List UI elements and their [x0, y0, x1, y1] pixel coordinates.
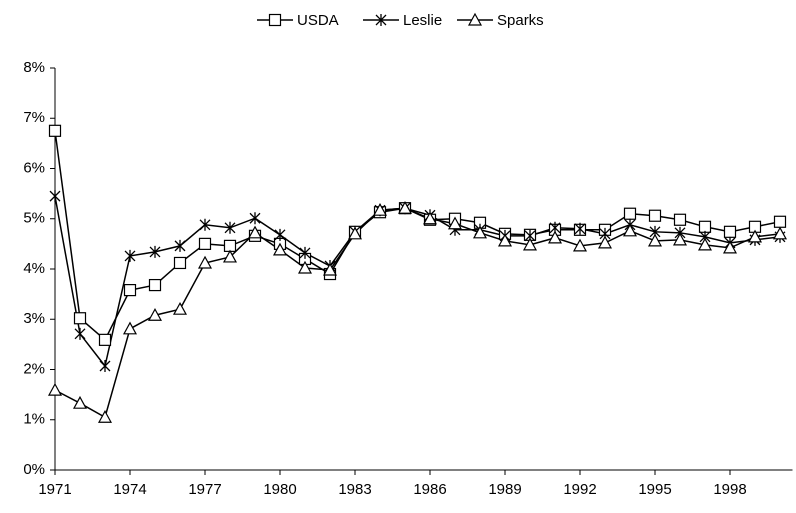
marker-star [299, 246, 311, 259]
x-tick-label: 1989 [488, 481, 521, 498]
x-tick-label: 1995 [638, 481, 671, 498]
series-line [54, 207, 781, 419]
y-tick-label: 3% [23, 310, 45, 327]
legend-label: USDA [297, 12, 339, 29]
marker-square [773, 215, 787, 228]
x-tick-label: 1980 [263, 481, 296, 498]
y-tick-label: 2% [23, 360, 45, 377]
marker-triangle [572, 238, 588, 252]
legend-marker [268, 13, 282, 27]
marker-triangle [322, 262, 338, 276]
marker-triangle [522, 237, 538, 251]
series-line [54, 196, 781, 368]
marker-triangle [297, 260, 313, 274]
marker-star [99, 359, 111, 372]
marker-triangle [772, 226, 788, 240]
marker-square [173, 256, 187, 270]
marker-triangle [397, 200, 413, 214]
marker-star [199, 218, 211, 231]
marker-triangle [422, 211, 438, 225]
marker-triangle [447, 216, 463, 230]
y-tick-label: 1% [23, 411, 45, 428]
marker-triangle [222, 249, 238, 263]
marker-triangle [197, 255, 213, 269]
marker-star [224, 221, 236, 234]
marker-square [73, 312, 87, 325]
marker-triangle [172, 301, 188, 315]
marker-triangle [672, 232, 688, 246]
marker-square [48, 124, 62, 137]
y-tick-label: 0% [23, 461, 45, 478]
marker-square [698, 220, 712, 233]
marker-square [123, 284, 137, 297]
marker-triangle [622, 223, 638, 237]
marker-square [673, 213, 687, 226]
marker-triangle [272, 242, 288, 256]
marker-triangle [722, 240, 738, 254]
marker-star [249, 212, 261, 225]
y-tick-label: 8% [23, 59, 45, 76]
marker-triangle [497, 233, 513, 247]
series-line [54, 130, 781, 342]
marker-square [648, 209, 662, 222]
x-tick-label: 1986 [413, 481, 446, 498]
marker-triangle [147, 307, 163, 321]
marker-triangle [472, 225, 488, 239]
marker-triangle [747, 229, 763, 243]
marker-triangle [547, 230, 563, 244]
marker-star [74, 327, 86, 340]
marker-triangle [47, 382, 63, 396]
legend-label: Sparks [497, 12, 544, 29]
x-tick-label: 1998 [713, 481, 746, 498]
marker-square [198, 237, 212, 250]
legend-marker [467, 12, 483, 26]
y-tick-label: 5% [23, 210, 45, 227]
marker-triangle [97, 409, 113, 423]
marker-star [274, 228, 286, 241]
legend-marker [375, 14, 387, 26]
marker-star [49, 190, 61, 203]
marker-triangle [597, 235, 613, 249]
y-tick-label: 7% [23, 109, 45, 126]
marker-triangle [372, 202, 388, 216]
marker-triangle [697, 237, 713, 251]
marker-star [149, 245, 161, 258]
legend-label: Leslie [403, 12, 442, 29]
y-tick-label: 6% [23, 159, 45, 176]
marker-star [124, 249, 136, 262]
y-tick-label: 4% [23, 260, 45, 277]
marker-triangle [647, 233, 663, 247]
marker-square [623, 207, 637, 220]
x-tick-label: 1977 [188, 481, 221, 498]
x-tick-label: 1983 [338, 481, 371, 498]
marker-square [723, 225, 737, 238]
marker-star [174, 239, 186, 252]
x-tick-label: 1992 [563, 481, 596, 498]
marker-square [148, 278, 162, 292]
marker-triangle [347, 226, 363, 240]
x-tick-label: 1971 [38, 481, 71, 498]
marker-square [98, 333, 112, 346]
marker-triangle [122, 321, 138, 335]
marker-star [574, 222, 586, 235]
x-tick-label: 1974 [113, 481, 146, 498]
marker-triangle [247, 225, 263, 239]
marker-triangle [72, 395, 88, 409]
